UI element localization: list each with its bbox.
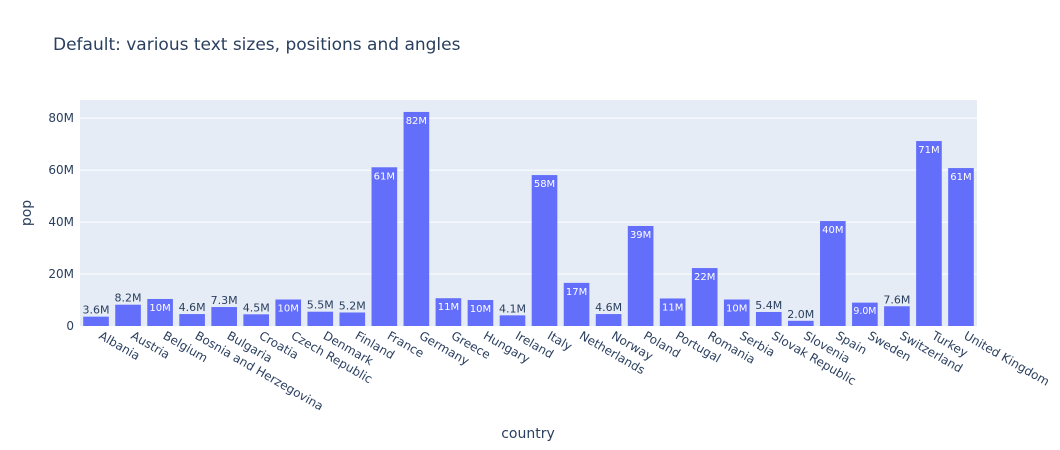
bar-value-label: 2.0M (787, 308, 814, 321)
bar-value-label: 7.3M (211, 294, 238, 307)
bar-value-label: 39M (630, 230, 651, 241)
bar-value-label: 22M (694, 272, 715, 283)
bar (948, 168, 974, 326)
bar (307, 311, 334, 326)
bar (820, 221, 846, 326)
bar-value-label: 61M (374, 171, 395, 182)
bar (659, 298, 686, 326)
bar-value-label: 8.2M (115, 292, 142, 305)
bar-value-label: 10M (278, 304, 299, 315)
bar-value-label: 5.5M (307, 299, 334, 312)
bar-value-label: 5.2M (339, 299, 366, 312)
bar (916, 141, 942, 326)
bar (467, 300, 494, 326)
bar (403, 111, 430, 326)
bar (884, 306, 910, 326)
bars (83, 111, 974, 326)
bar (723, 299, 750, 326)
y-axis-ticks: 0 20M 40M 60M 80M (48, 111, 74, 333)
bar-value-label: 9.0M (853, 306, 876, 317)
x-tick-label: United Kingdom (961, 328, 1051, 388)
bar-value-label: 17M (566, 287, 587, 298)
bar (595, 314, 622, 326)
bar (499, 315, 526, 326)
bar-labels: 3.6M 8.2M 10M 4.6M 7.3M 4.5M 10M 5.5M 5.2M 61M 82M… (83, 116, 972, 321)
y-axis-title: pop (19, 200, 35, 226)
bar (243, 314, 270, 326)
bar-value-label: 11M (438, 302, 459, 313)
y-tick-label: 60M (48, 163, 74, 177)
bar (275, 299, 302, 326)
bar (852, 302, 878, 326)
bar-value-label: 61M (950, 172, 971, 183)
bar-value-label: 82M (406, 116, 427, 127)
bar-value-label: 58M (534, 179, 555, 190)
chart-title: Default: various text sizes, positions a… (53, 35, 461, 55)
bar-value-label: 4.6M (595, 301, 622, 314)
bar (435, 298, 462, 326)
bar-value-label: 7.6M (883, 293, 910, 306)
bar (755, 311, 782, 326)
y-tick-label: 0 (66, 319, 74, 333)
bar (531, 175, 558, 326)
y-tick-label: 20M (48, 267, 74, 281)
bar (211, 307, 237, 326)
bar (115, 304, 141, 326)
bar (563, 282, 590, 326)
bar (371, 167, 398, 326)
bar (83, 316, 109, 326)
bar-value-label: 4.6M (179, 301, 206, 314)
bar-value-label: 4.1M (499, 302, 526, 315)
bar (339, 312, 366, 326)
bar-value-label: 71M (918, 145, 939, 156)
x-axis-title: country (501, 426, 555, 442)
bar (147, 298, 173, 326)
bar (787, 320, 814, 326)
bar (691, 268, 718, 326)
bar (179, 314, 205, 326)
bar (627, 225, 654, 326)
y-tick-label: 80M (48, 111, 74, 125)
bar-value-label: 4.5M (243, 301, 270, 314)
bar-value-label: 5.4M (755, 299, 782, 312)
bar-value-label: 40M (822, 225, 843, 236)
bar-value-label: 3.6M (83, 304, 110, 317)
y-tick-label: 40M (48, 215, 74, 229)
bar-value-label: 10M (149, 303, 170, 314)
bar-value-label: 10M (470, 304, 491, 315)
bar-value-label: 11M (662, 302, 683, 313)
bar-value-label: 10M (726, 304, 747, 315)
